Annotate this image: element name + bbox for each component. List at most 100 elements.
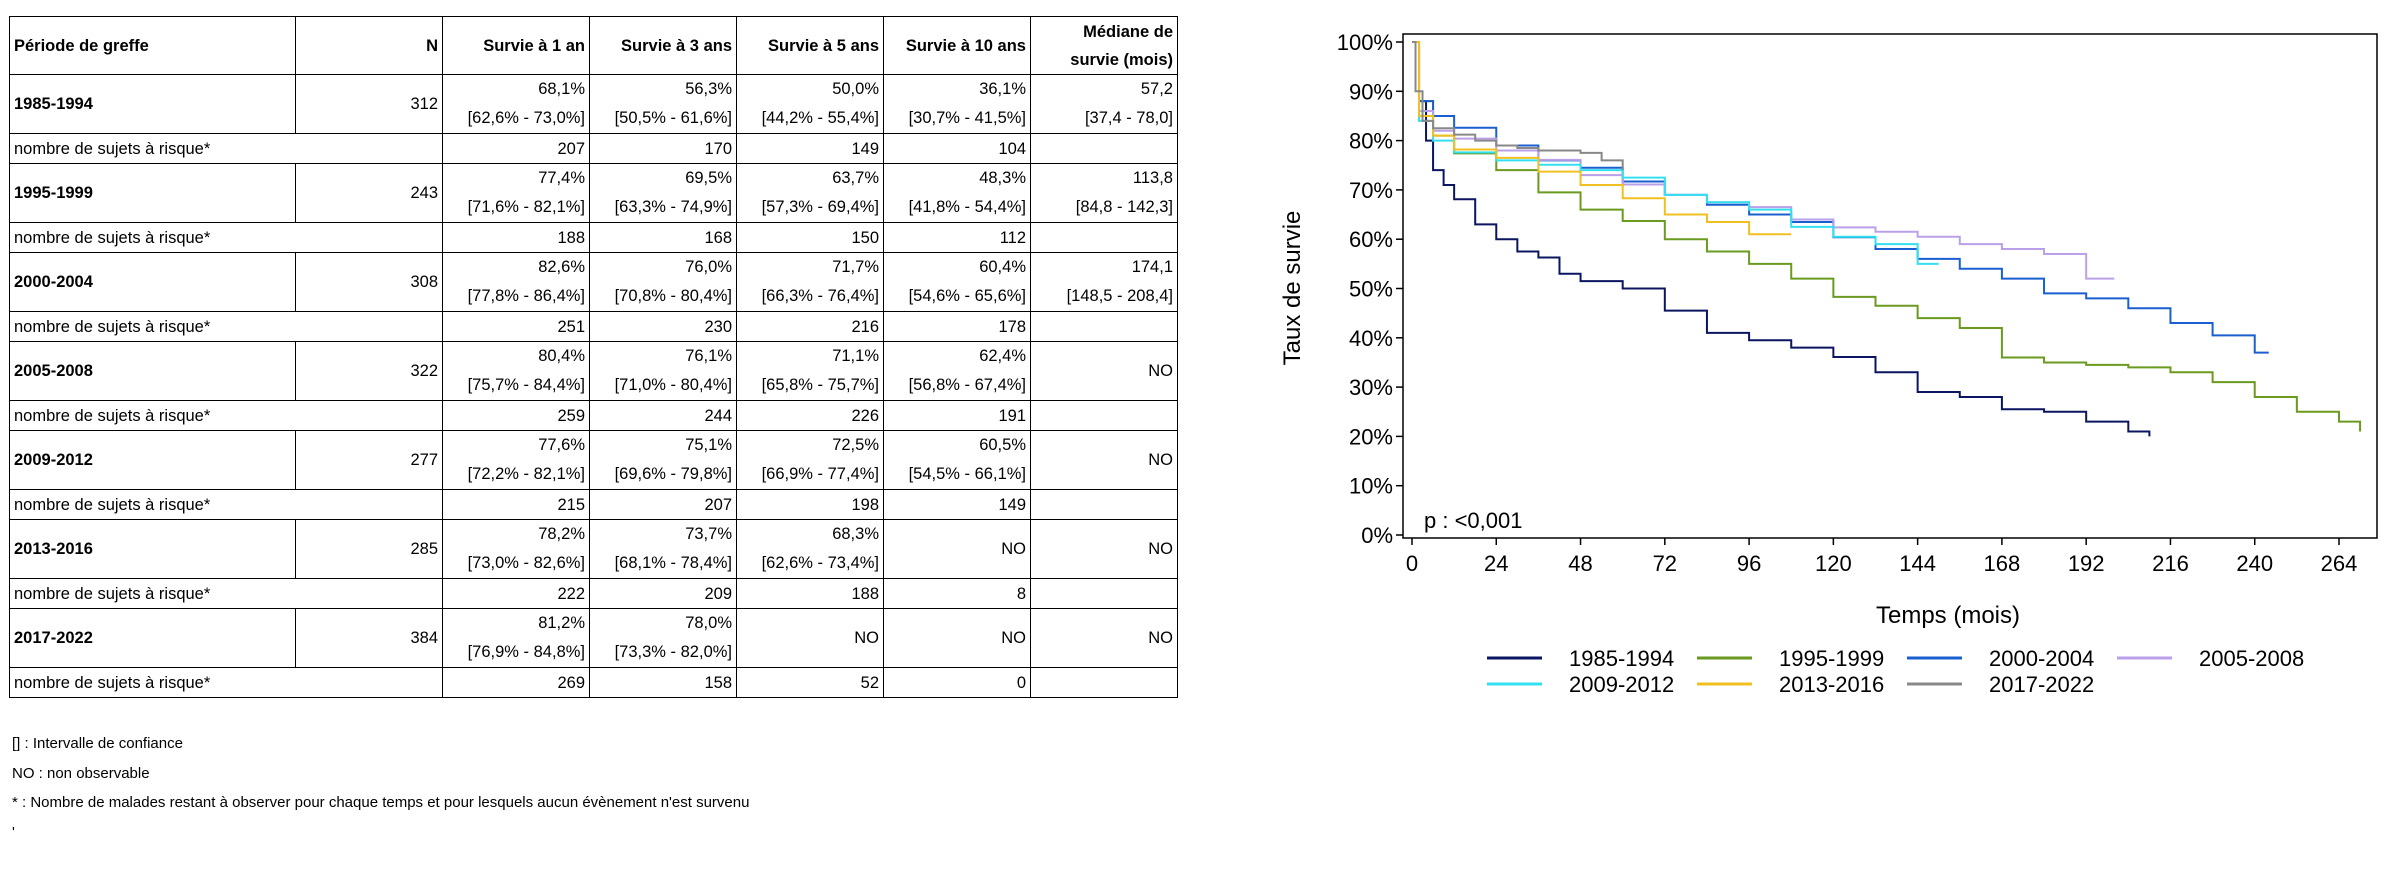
- risk-1y-cell: 188: [442, 222, 590, 253]
- median-cell: 174,1 [148,5 - 208,4]: [1030, 252, 1178, 312]
- survival-5y-ci: [66,9% - 77,4%]: [761, 465, 879, 483]
- risk-median-empty: [1030, 667, 1178, 698]
- legend-label-2017-2022: 2017-2022: [1989, 672, 2094, 697]
- series-line-1995-1999: [1412, 41, 2362, 432]
- table-header-row: Période de greffe N Survie à 1 an Survie…: [9, 16, 1178, 75]
- table-row: 1985-1994 312 68,1% [62,6% - 73,0%] 56,3% [50…: [9, 74, 1178, 134]
- survival-3y-ci: [73,3% - 82,0%]: [614, 643, 732, 661]
- median-cell: NO: [1030, 341, 1178, 401]
- risk-1y-cell: 251: [442, 311, 590, 342]
- survival-5y-value: 72,5%: [832, 436, 879, 454]
- n-cell: 308: [295, 252, 443, 312]
- survival-1y-value: 77,4%: [538, 169, 585, 187]
- legend-label-2009-2012: 2009-2012: [1569, 672, 1674, 697]
- y-tick-label: 50%: [1349, 277, 1393, 302]
- risk-5y-cell: 52: [736, 667, 884, 698]
- survival-1y-cell: 80,4% [75,7% - 84,4%]: [442, 341, 590, 401]
- risk-1y-cell: 215: [442, 489, 590, 520]
- survival-3y-cell: 69,5% [63,3% - 74,9%]: [589, 163, 737, 223]
- survival-3y-cell: 76,0% [70,8% - 80,4%]: [589, 252, 737, 312]
- risk-label: nombre de sujets à risque*: [9, 222, 443, 253]
- footnote-no: NO : non observable: [12, 764, 150, 782]
- survival-3y-value: 75,1%: [685, 436, 732, 454]
- median-value: 57,2: [1140, 80, 1173, 98]
- n-cell: 285: [295, 519, 443, 579]
- legend-label-2005-2008: 2005-2008: [2199, 646, 2304, 671]
- risk-median-empty: [1030, 578, 1178, 609]
- table-row: 1995-1999 243 77,4% [71,6% - 82,1%] 69,5% [63…: [9, 163, 1178, 223]
- legend-label-2000-2004: 2000-2004: [1989, 646, 2094, 671]
- period-cell: 1985-1994: [9, 74, 296, 134]
- n-cell: 384: [295, 608, 443, 668]
- survival-10y-cell: NO: [883, 608, 1031, 668]
- risk-1y-cell: 222: [442, 578, 590, 609]
- series-line-2017-2022: [1412, 41, 1624, 171]
- survival-1y-cell: 77,6% [72,2% - 82,1%]: [442, 430, 590, 490]
- survival-3y-value: 73,7%: [685, 525, 732, 543]
- y-tick-label: 30%: [1349, 375, 1393, 400]
- survival-3y-ci: [63,3% - 74,9%]: [614, 198, 732, 216]
- survival-1y-ci: [72,2% - 82,1%]: [467, 465, 585, 483]
- table-row: 2009-2012 277 77,6% [72,2% - 82,1%] 75,1% [69…: [9, 430, 1178, 490]
- survival-5y-ci: [44,2% - 55,4%]: [761, 109, 879, 127]
- n-cell: 322: [295, 341, 443, 401]
- x-tick-label: 240: [2236, 551, 2273, 576]
- risk-3y-cell: 230: [589, 311, 737, 342]
- risk-median-empty: [1030, 311, 1178, 342]
- survival-chart: 0% 10% 20% 30% 40% 50% 60% 70% 80% 90% 100% 0 24 48 72…: [1279, 30, 2378, 697]
- header-period: Période de greffe: [9, 16, 296, 75]
- survival-10y-ci: [54,6% - 65,6%]: [908, 287, 1026, 305]
- survival-10y-cell: 60,4% [54,6% - 65,6%]: [883, 252, 1031, 312]
- chart-series: [1412, 41, 2362, 437]
- survival-1y-value: 80,4%: [538, 347, 585, 365]
- x-tick-label: 48: [1568, 551, 1592, 576]
- risk-label: nombre de sujets à risque*: [9, 400, 443, 431]
- survival-3y-value: 76,0%: [685, 258, 732, 276]
- survival-3y-cell: 56,3% [50,5% - 61,6%]: [589, 74, 737, 134]
- survival-10y-value: 60,4%: [979, 258, 1026, 276]
- period-cell: 2000-2004: [9, 252, 296, 312]
- p-value-annotation: p : <0,001: [1424, 508, 1522, 533]
- survival-1y-ci: [71,6% - 82,1%]: [467, 198, 585, 216]
- survival-3y-ci: [69,6% - 79,8%]: [614, 465, 732, 483]
- x-tick-label: 216: [2152, 551, 2189, 576]
- risk-row: nombre de sujets à risque* 251 230 216 178: [9, 311, 1178, 342]
- y-axis-label: Taux de survie: [1279, 211, 1306, 366]
- risk-5y-cell: 226: [736, 400, 884, 431]
- survival-1y-cell: 77,4% [71,6% - 82,1%]: [442, 163, 590, 223]
- risk-10y-cell: 178: [883, 311, 1031, 342]
- footnote-ci: [] : Intervalle de confiance: [12, 735, 183, 752]
- survival-1y-value: 68,1%: [538, 80, 585, 98]
- y-tick-label: 10%: [1349, 474, 1393, 499]
- legend-label-2013-2016: 2013-2016: [1779, 672, 1884, 697]
- risk-10y-cell: 104: [883, 133, 1031, 164]
- survival-5y-cell: 71,7% [66,3% - 76,4%]: [736, 252, 884, 312]
- period-cell: 2005-2008: [9, 341, 296, 401]
- survival-10y-ci: [54,5% - 66,1%]: [908, 465, 1026, 483]
- x-tick-label: 120: [1815, 551, 1852, 576]
- header-median-line1: Médiane de: [1083, 22, 1173, 41]
- risk-row: nombre de sujets à risque* 222 209 188 8: [9, 578, 1178, 609]
- risk-1y-cell: 269: [442, 667, 590, 698]
- header-survival-10y: Survie à 10 ans: [883, 16, 1031, 75]
- risk-row: nombre de sujets à risque* 269 158 52 0: [9, 667, 1178, 698]
- x-tick-label: 0: [1406, 551, 1418, 576]
- risk-3y-cell: 207: [589, 489, 737, 520]
- risk-median-empty: [1030, 489, 1178, 520]
- footnote-mark: ': [12, 823, 15, 841]
- risk-5y-cell: 216: [736, 311, 884, 342]
- y-tick-label: 90%: [1349, 79, 1393, 104]
- survival-1y-value: 81,2%: [538, 614, 585, 632]
- header-n: N: [295, 16, 443, 75]
- survival-10y-value: 48,3%: [979, 169, 1026, 187]
- risk-3y-cell: 158: [589, 667, 737, 698]
- risk-3y-cell: 244: [589, 400, 737, 431]
- survival-3y-value: 56,3%: [685, 80, 732, 98]
- survival-5y-cell: 63,7% [57,3% - 69,4%]: [736, 163, 884, 223]
- x-tick-label: 192: [2068, 551, 2105, 576]
- survival-3y-ci: [68,1% - 78,4%]: [614, 554, 732, 572]
- risk-10y-cell: 191: [883, 400, 1031, 431]
- survival-5y-value: 68,3%: [832, 525, 879, 543]
- x-tick-label: 144: [1899, 551, 1936, 576]
- risk-label: nombre de sujets à risque*: [9, 667, 443, 698]
